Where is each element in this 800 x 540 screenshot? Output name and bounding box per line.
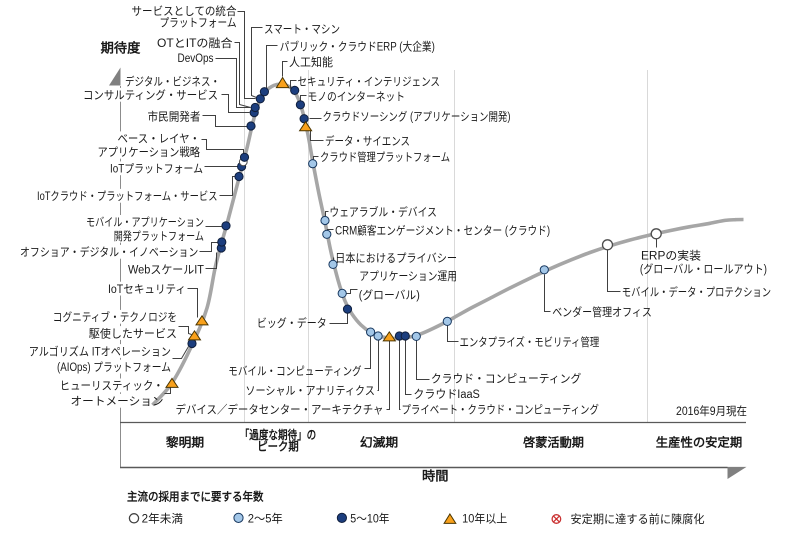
svg-text:モバイル・コンピューティング: モバイル・コンピューティング bbox=[228, 364, 362, 378]
svg-text:モノのインターネット: モノのインターネット bbox=[308, 91, 406, 104]
svg-text:(AIOps) プラットフォーム: (AIOps) プラットフォーム bbox=[57, 361, 171, 374]
svg-text:サービスとしての統合: サービスとしての統合 bbox=[132, 4, 237, 18]
svg-text:(グローバル・ロールアウト): (グローバル・ロールアウト) bbox=[640, 262, 767, 276]
svg-text:エンタプライズ・モビリティ管理: エンタプライズ・モビリティ管理 bbox=[460, 335, 600, 349]
svg-text:主流の採用までに要する年数: 主流の採用までに要する年数 bbox=[127, 490, 264, 504]
svg-text:スマート・マシン: スマート・マシン bbox=[264, 24, 340, 36]
svg-text:オフショア・デジタル・イノベーション: オフショア・デジタル・イノベーション bbox=[20, 245, 198, 259]
svg-text:2016年9月現在: 2016年9月現在 bbox=[676, 404, 747, 418]
svg-text:ビッグ・データ: ビッグ・データ bbox=[257, 316, 327, 330]
svg-text:黎明期: 黎明期 bbox=[166, 435, 204, 450]
svg-text:IoTクラウド・プラットフォーム・サービス: IoTクラウド・プラットフォーム・サービス bbox=[37, 190, 218, 203]
svg-text:パブリック・クラウドERP (大企業): パブリック・クラウドERP (大企業) bbox=[280, 40, 435, 54]
svg-text:駆使したサービス: 駆使したサービス bbox=[89, 326, 177, 340]
svg-text:IoTプラットフォーム: IoTプラットフォーム bbox=[110, 163, 203, 176]
svg-text:アプリケーション戦略: アプリケーション戦略 bbox=[98, 145, 201, 159]
svg-text:WebスケールIT: WebスケールIT bbox=[128, 263, 204, 276]
svg-text:コンサルティング・サービス: コンサルティング・サービス bbox=[83, 88, 218, 102]
svg-text:ベンダー管理オフィス: ベンダー管理オフィス bbox=[552, 305, 652, 319]
svg-text:OTとITの融合: OTとITの融合 bbox=[157, 36, 233, 50]
svg-text:モバイル・データ・プロテクション: モバイル・データ・プロテクション bbox=[622, 285, 771, 299]
svg-text:「過度な期待」の: 「過度な期待」の bbox=[240, 427, 317, 442]
svg-text:(グローバル): (グローバル) bbox=[359, 288, 420, 302]
svg-text:人工知能: 人工知能 bbox=[289, 55, 333, 69]
svg-text:ヒューリスティック・: ヒューリスティック・ bbox=[60, 380, 164, 393]
svg-text:10年以上: 10年以上 bbox=[462, 512, 507, 526]
svg-text:デジタル・ビジネス・: デジタル・ビジネス・ bbox=[125, 75, 220, 89]
svg-text:5～10年: 5～10年 bbox=[350, 512, 389, 526]
svg-text:幻滅期: 幻滅期 bbox=[360, 435, 398, 450]
svg-text:2年未満: 2年未満 bbox=[142, 512, 183, 526]
svg-text:期待度: 期待度 bbox=[101, 40, 142, 55]
svg-text:コグニティブ・テクノロジを: コグニティブ・テクノロジを bbox=[53, 310, 177, 324]
svg-text:開発プラットフォーム: 開発プラットフォーム bbox=[114, 229, 204, 243]
svg-text:DevOps: DevOps bbox=[178, 53, 214, 65]
svg-text:啓蒙活動期: 啓蒙活動期 bbox=[523, 435, 584, 450]
svg-text:モバイル・アプリケーション: モバイル・アプリケーション bbox=[86, 216, 204, 229]
svg-text:ウェアラブル・デバイス: ウェアラブル・デバイス bbox=[329, 205, 437, 219]
svg-text:IoTセキュリティ: IoTセキュリティ bbox=[108, 283, 186, 296]
svg-text:2～5年: 2～5年 bbox=[248, 512, 283, 526]
svg-text:時間: 時間 bbox=[422, 468, 449, 483]
svg-text:アプリケーション運用: アプリケーション運用 bbox=[359, 270, 457, 283]
svg-text:データ・サイエンス: データ・サイエンス bbox=[325, 134, 410, 148]
svg-text:アルゴリズム ITオペレーション: アルゴリズム ITオペレーション bbox=[29, 344, 171, 358]
svg-text:ピーク期: ピーク期 bbox=[257, 439, 298, 454]
svg-text:市民開発者: 市民開発者 bbox=[148, 110, 201, 124]
svg-text:生産性の安定期: 生産性の安定期 bbox=[656, 435, 742, 450]
svg-text:CRM顧客エンゲージメント・センター (クラウド): CRM顧客エンゲージメント・センター (クラウド) bbox=[335, 223, 550, 237]
svg-text:ERPの実装: ERPの実装 bbox=[641, 248, 702, 262]
svg-text:クラウドIaaS: クラウドIaaS bbox=[413, 388, 480, 401]
svg-text:プラットフォーム: プラットフォーム bbox=[160, 17, 237, 30]
svg-text:ソーシャル・アナリティクス: ソーシャル・アナリティクス bbox=[245, 385, 375, 398]
svg-text:プライベート・クラウド・コンピューティング: プライベート・クラウド・コンピューティング bbox=[402, 403, 600, 417]
svg-text:安定期に達する前に陳腐化: 安定期に達する前に陳腐化 bbox=[571, 512, 705, 526]
svg-text:クラウド管理プラットフォーム: クラウド管理プラットフォーム bbox=[320, 150, 450, 164]
svg-text:日本におけるプライバシー: 日本におけるプライバシー bbox=[335, 251, 457, 265]
svg-text:クラウド・コンピューティング: クラウド・コンピューティング bbox=[431, 372, 582, 386]
svg-text:セキュリティ・インテリジェンス: セキュリティ・インテリジェンス bbox=[298, 76, 441, 89]
svg-text:オートメーション: オートメーション bbox=[71, 395, 164, 408]
svg-text:クラウドソーシング (アプリケーション開発): クラウドソーシング (アプリケーション開発) bbox=[323, 110, 511, 124]
svg-text:デバイス／データセンター・アーキテクチャ: デバイス／データセンター・アーキテクチャ bbox=[176, 403, 384, 417]
svg-text:ベース・レイヤ・: ベース・レイヤ・ bbox=[118, 134, 201, 146]
